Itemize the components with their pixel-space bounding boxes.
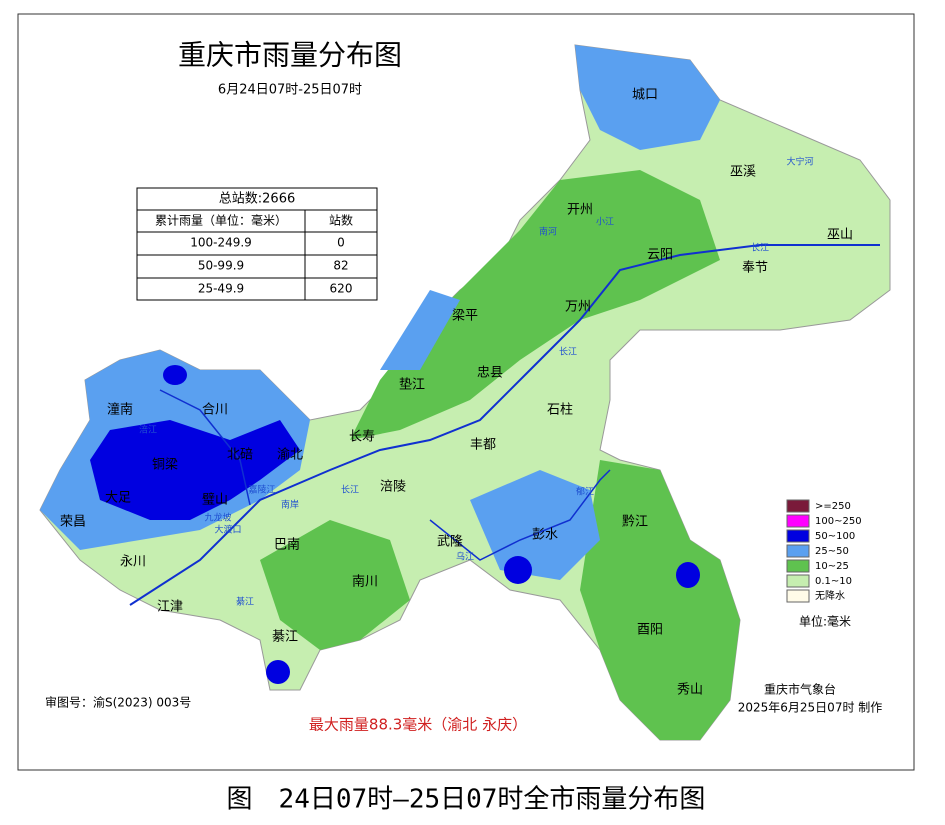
river-label: 嘉陵江 [248, 484, 275, 496]
place-label: 涪陵 [380, 480, 406, 495]
map-shapes [39, 44, 891, 741]
legend-label: 50~100 [815, 531, 855, 542]
river-label: 长江 [751, 242, 769, 254]
river-label: 长江 [341, 484, 359, 496]
place-label: 铜梁 [152, 458, 178, 473]
place-label: 潼南 [107, 402, 133, 418]
legend-label: 100~250 [815, 516, 862, 527]
river-label: 南岸 [281, 499, 299, 511]
place-label: 开州 [567, 203, 593, 218]
legend-label: >=250 [815, 501, 851, 512]
rain-50-100 [504, 556, 532, 584]
river-label: 乌江 [456, 551, 474, 563]
place-label: 黔江 [622, 515, 648, 530]
rain-25-50 [470, 470, 600, 580]
place-label: 石柱 [547, 403, 573, 418]
river-label: 长江 [559, 346, 577, 358]
total-stations: 总站数:2666 [219, 192, 295, 207]
place-label: 彭水 [532, 528, 558, 543]
table-cell: 50-99.9 [198, 259, 244, 273]
place-label: 梁平 [452, 309, 478, 324]
legend-swatch [786, 589, 810, 603]
legend-label: 无降水 [815, 589, 845, 602]
place-label: 长寿 [349, 430, 375, 445]
legend-swatch [786, 559, 810, 573]
river-label: 南河 [539, 226, 557, 238]
place-label: 巫溪 [730, 165, 756, 180]
place-label: 北碚 [227, 448, 253, 463]
agency: 重庆市气象台 [764, 682, 836, 697]
place-label: 綦江 [272, 630, 298, 645]
rain-50-100 [266, 660, 290, 684]
place-label: 奉节 [742, 261, 768, 276]
legend-swatch [786, 574, 810, 588]
place-label: 渝北 [277, 447, 303, 463]
legend-swatch [786, 529, 810, 543]
table-cell: 25-49.9 [198, 282, 244, 296]
rain-50-100 [90, 420, 300, 520]
legend-label: 0.1~10 [815, 576, 852, 587]
map-title: 重庆市雨量分布图 [178, 39, 402, 72]
table-header: 累计雨量（单位：毫米） [155, 213, 287, 228]
table-cell: 100-249.9 [190, 236, 252, 250]
rain-50-100 [163, 365, 187, 385]
river-label: 大渡口 [214, 524, 241, 536]
legend-swatch [786, 544, 810, 558]
place-label: 大足 [105, 491, 131, 506]
max-rain-note: 最大雨量88.3毫米（渝北 永庆） [309, 716, 527, 734]
legend-label: 10~25 [815, 561, 849, 572]
rain-25-50 [380, 290, 460, 370]
place-label: 忠县 [477, 366, 503, 381]
river-label: 郁江 [576, 486, 594, 498]
table-header: 站数 [329, 213, 353, 228]
table-cell: 0 [337, 236, 345, 250]
wujiang [429, 469, 611, 561]
place-label: 荣昌 [60, 515, 86, 530]
legend-label: 25~50 [815, 546, 849, 557]
map-subtitle: 6月24日07时-25日07时 [218, 83, 362, 98]
place-label: 永川 [120, 555, 146, 570]
place-label: 垫江 [399, 377, 425, 393]
place-label: 璧山 [202, 492, 228, 508]
legend-swatch [786, 514, 810, 528]
figure-caption: 图 24日07时—25日07时全市雨量分布图 [227, 785, 706, 815]
table-cell: 620 [330, 282, 353, 296]
jialing [159, 389, 251, 506]
place-label: 巴南 [274, 537, 300, 553]
rain-10-25 [260, 520, 410, 650]
stats-table: 总站数:2666 累计雨量（单位：毫米） 站数 100-249.9 0 50-99.… [136, 187, 378, 301]
rain-10-25 [580, 460, 740, 740]
place-label: 云阳 [647, 248, 673, 263]
rain-25-50 [575, 45, 720, 150]
rain-50-100 [676, 562, 700, 588]
river-label: 涪江 [139, 424, 157, 436]
place-label: 秀山 [677, 683, 703, 698]
place-label: 武隆 [437, 535, 463, 550]
place-label: 巫山 [827, 228, 853, 243]
place-label: 城口 [632, 88, 658, 103]
river-label: 綦江 [236, 596, 254, 608]
place-label: 万州 [565, 300, 591, 315]
table-cell: 82 [333, 259, 348, 273]
river-label: 大宁河 [786, 156, 813, 168]
place-label: 酉阳 [637, 623, 663, 638]
river-label: 九龙坡 [204, 512, 231, 524]
rain-10-25 [350, 170, 720, 440]
made-time: 2025年6月25日07时 制作 [738, 701, 883, 715]
place-label: 合川 [202, 403, 228, 418]
river-label: 小江 [596, 217, 614, 228]
place-label: 丰都 [470, 438, 496, 453]
approval-number: 审图号：渝S(2023) 003号 [45, 695, 191, 710]
yangtze [129, 244, 880, 606]
legend-unit: 单位:毫米 [799, 614, 851, 629]
place-label: 江津 [157, 600, 183, 615]
legend-swatch [786, 499, 810, 513]
place-label: 南川 [352, 574, 378, 590]
